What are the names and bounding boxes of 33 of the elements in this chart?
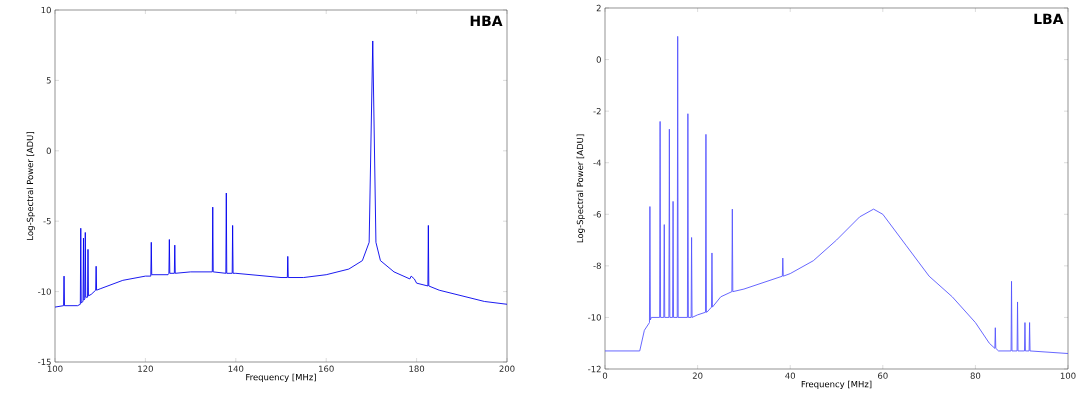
y-tick-label: 10 bbox=[41, 6, 51, 14]
y-axis-title: Log-Spectral Power [ADU] bbox=[576, 134, 585, 243]
y-tick-label: -10 bbox=[588, 314, 601, 321]
x-axis-title: Frequency [MHz] bbox=[801, 380, 872, 389]
y-tick-label: -15 bbox=[38, 358, 51, 366]
x-tick-label: 160 bbox=[319, 365, 334, 372]
x-tick-label: 180 bbox=[409, 365, 425, 372]
y-tick-label: 5 bbox=[46, 77, 51, 84]
y-tick-label: 2 bbox=[596, 4, 601, 12]
y-tick-label: -5 bbox=[43, 218, 51, 225]
y-tick-label: 0 bbox=[46, 147, 51, 155]
y-tick-label: -10 bbox=[38, 288, 51, 295]
line-series bbox=[605, 35, 1069, 354]
y-tick-label: -4 bbox=[593, 159, 602, 166]
x-tick-label: 0 bbox=[602, 372, 608, 379]
x-tick-label: 20 bbox=[692, 372, 703, 379]
y-axis-title: Log-Spectral Power [ADU] bbox=[26, 132, 35, 240]
x-tick-label: 100 bbox=[1060, 372, 1076, 379]
y-tick-label: -6 bbox=[593, 211, 601, 218]
x-tick-label: 100 bbox=[47, 365, 63, 372]
chart-title: LBA bbox=[1034, 13, 1064, 24]
x-tick-label: 140 bbox=[228, 365, 244, 372]
y-tick-label: -8 bbox=[593, 262, 601, 270]
x-tick-label: 200 bbox=[499, 365, 515, 372]
x-axis-title: Frequency [MHz] bbox=[246, 373, 316, 382]
y-tick-label: 0 bbox=[596, 56, 601, 63]
x-tick-label: 40 bbox=[785, 372, 796, 379]
x-tick-label: 80 bbox=[970, 372, 981, 379]
chart-title: HBA bbox=[470, 15, 503, 26]
y-tick-label: -2 bbox=[593, 108, 601, 115]
y-tick-label: -12 bbox=[588, 365, 601, 373]
x-tick-label: 60 bbox=[878, 372, 888, 379]
x-tick-label: 120 bbox=[138, 365, 153, 372]
